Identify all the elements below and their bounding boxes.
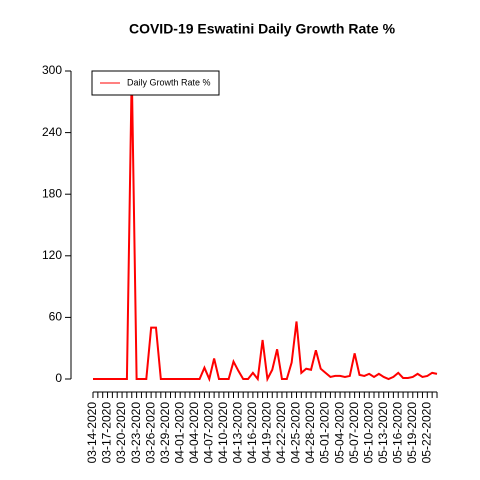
x-tick-label: 03-23-2020 [129,402,143,464]
x-tick-label: 04-22-2020 [274,402,288,464]
x-tick-label: 03-29-2020 [158,402,172,464]
x-tick-label: 05-13-2020 [376,402,390,464]
x-tick-label: 05-16-2020 [390,402,404,464]
y-tick-label: 180 [42,186,62,200]
x-tick-label: 04-16-2020 [245,402,259,464]
x-tick-label: 05-04-2020 [332,402,346,464]
x-tick-label: 05-22-2020 [419,402,433,464]
y-tick-label: 120 [42,248,62,262]
x-tick-label: 04-25-2020 [289,402,303,464]
x-tick-label: 03-20-2020 [114,402,128,464]
chart-title: COVID-19 Eswatini Daily Growth Rate % [129,21,396,37]
x-tick-label: 03-26-2020 [143,402,157,464]
data-line [93,70,438,383]
x-tick-label: 04-07-2020 [201,402,215,464]
x-tick-label: 04-13-2020 [231,402,245,464]
x-tick-label: 05-01-2020 [318,402,332,464]
legend-label: Daily Growth Rate % [127,77,211,87]
x-tick-label: 03-14-2020 [85,402,99,464]
y-tick-label: 0 [55,371,62,385]
x-tick-label: 03-17-2020 [100,402,114,464]
x-tick-label: 04-28-2020 [303,402,317,464]
y-tick-label: 240 [42,125,62,139]
x-tick-label: 05-07-2020 [347,402,361,464]
x-tick-label: 04-01-2020 [172,402,186,464]
y-tick-label: 60 [49,310,63,324]
legend-box [91,70,220,96]
x-tick-label: 04-10-2020 [216,402,230,464]
x-tick-label: 04-19-2020 [260,402,274,464]
x-tick-label: 04-04-2020 [187,402,201,464]
x-tick-label: 05-19-2020 [405,402,419,464]
x-tick-label: 05-10-2020 [361,402,375,464]
y-tick-label: 300 [42,63,62,77]
